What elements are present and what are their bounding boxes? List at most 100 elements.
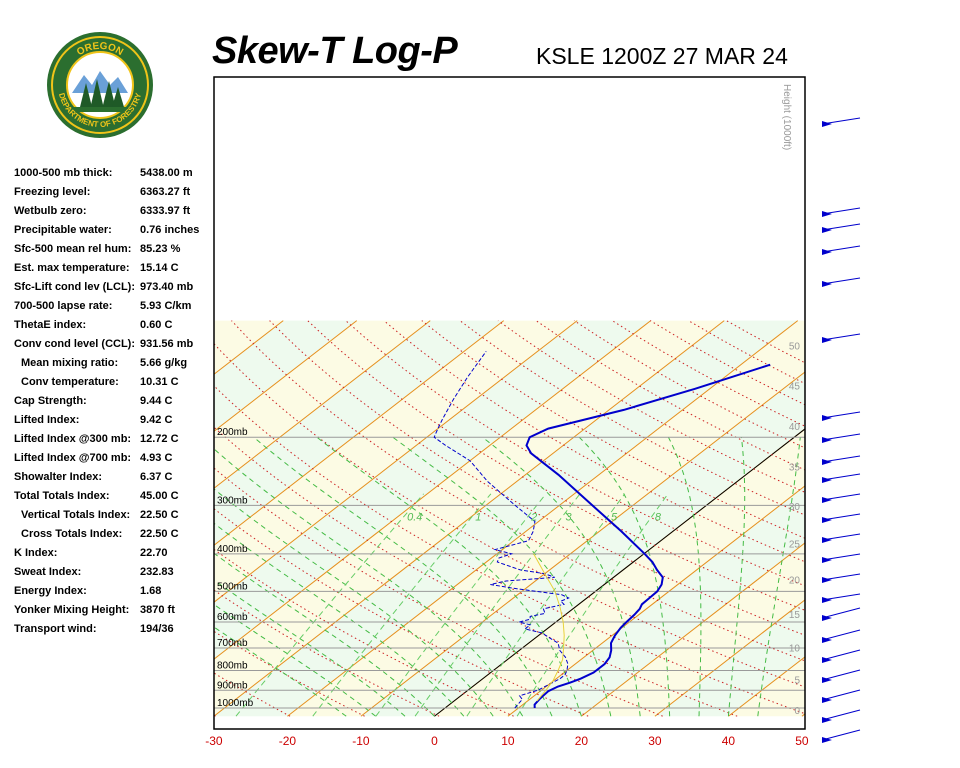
plot-frame xyxy=(213,76,806,730)
index-value: 15.14 C xyxy=(140,262,179,274)
wind-barb-head xyxy=(822,557,832,563)
index-row: Wetbulb zero: 6333.97 ft xyxy=(14,205,214,224)
index-row: Energy Index: 1.68 xyxy=(14,585,214,604)
index-row: Conv cond level (CCL): 931.56 mb xyxy=(14,338,214,357)
isotherm-line xyxy=(875,321,960,717)
index-value: 22.50 C xyxy=(140,528,179,540)
isotherm-line xyxy=(214,320,358,432)
moist-adiabat xyxy=(214,448,524,717)
index-value: 9.44 C xyxy=(140,395,173,407)
height-axis-label: Height (1000ft) xyxy=(781,84,792,150)
moist-adiabat xyxy=(214,579,406,717)
temperature-tick-label: -10 xyxy=(352,734,370,748)
index-label: Sfc-500 mean rel hum: xyxy=(14,243,132,255)
temperature-tick-label: 20 xyxy=(575,734,589,748)
wind-barb-head xyxy=(822,697,832,703)
index-value: 6363.27 ft xyxy=(140,186,191,198)
temperature-tick-label: 30 xyxy=(648,734,662,748)
freezing-isotherm xyxy=(434,428,805,717)
mixing-ratio-line xyxy=(414,493,581,717)
isotherm-band xyxy=(949,321,960,717)
pressure-label: 900mb xyxy=(217,680,248,691)
wind-barb-head xyxy=(822,537,832,543)
isotherm-band xyxy=(214,320,798,717)
moist-adiabat xyxy=(727,437,746,717)
mixing-ratio-line xyxy=(516,493,669,717)
index-label: Cap Strength: xyxy=(14,395,87,407)
index-label: Lifted Index @300 mb: xyxy=(14,433,132,445)
isotherm-line xyxy=(214,320,725,717)
wind-barb-head xyxy=(822,577,832,583)
index-label: Cross Totals Index: xyxy=(21,528,123,540)
logo-top-text: OREGON xyxy=(75,41,125,58)
moist-adiabat xyxy=(214,522,465,717)
wind-barb-head xyxy=(822,121,832,127)
parcel-trace xyxy=(533,553,565,702)
wind-barb xyxy=(821,669,861,681)
wind-barb-head xyxy=(822,637,832,643)
mixing-ratio-label: 8 xyxy=(655,511,662,523)
index-label: Transport wind: xyxy=(14,623,97,635)
station-time-label: KSLE 1200Z 27 MAR 24 xyxy=(536,43,788,69)
temperature-tick-label: 50 xyxy=(795,734,809,748)
pressure-label: 500mb xyxy=(217,581,248,592)
wind-barb-head xyxy=(822,677,832,683)
wind-barb-head xyxy=(822,337,832,343)
index-value: 45.00 C xyxy=(140,490,179,502)
pressure-label: 1000mb xyxy=(217,698,254,709)
isotherm-band xyxy=(875,321,960,717)
isotherm-line xyxy=(0,321,210,717)
height-tick-label: 15 xyxy=(789,610,801,621)
index-label: Vertical Totals Index: xyxy=(21,509,131,521)
isotherm-line xyxy=(654,599,805,717)
wind-barb-head xyxy=(822,249,832,255)
height-tick-label: 30 xyxy=(789,502,801,513)
wind-barb xyxy=(821,709,861,721)
index-row: Sfc-500 mean rel hum: 85.23 % xyxy=(14,243,214,262)
chart-title: Skew-T Log-P xyxy=(212,30,458,72)
temperature-tick-label: -20 xyxy=(279,734,297,748)
index-value: 6333.97 ft xyxy=(140,205,191,217)
index-label: Total Totals Index: xyxy=(14,490,110,502)
pressure-label: 300mb xyxy=(217,495,248,506)
mixing-ratio-label: 3 xyxy=(566,511,573,523)
index-row: Mean mixing ratio: 5.66 g/kg xyxy=(14,357,214,376)
index-row: Cap Strength: 9.44 C xyxy=(14,395,214,414)
index-row: Precipitable water: 0.76 inches xyxy=(14,224,214,243)
wind-barb-head xyxy=(822,615,832,621)
dry-adiabat xyxy=(231,320,805,662)
index-label: Conv temperature: xyxy=(21,376,119,388)
wind-barb-head xyxy=(822,497,832,503)
dewpoint-trace xyxy=(433,351,570,709)
index-label: 1000-500 mb thick: xyxy=(14,167,113,179)
index-value: 12.72 C xyxy=(140,433,179,445)
pressure-label: 600mb xyxy=(217,612,248,623)
index-value: 22.70 xyxy=(140,547,168,559)
dry-adiabat xyxy=(214,385,805,715)
isotherm-line xyxy=(214,320,652,660)
index-label: 700-500 lapse rate: xyxy=(14,300,113,312)
index-value: 5.66 g/kg xyxy=(140,357,188,369)
index-label: Sfc-Lift cond lev (LCL): xyxy=(14,281,135,293)
mixing-ratio-line xyxy=(375,493,547,717)
index-value: 4.93 C xyxy=(140,452,173,464)
wind-barb-head xyxy=(822,597,832,603)
index-label: ThetaE index: xyxy=(14,319,87,331)
wind-barb-head xyxy=(822,477,832,483)
index-value: 5438.00 m xyxy=(140,167,193,179)
wind-barb-head xyxy=(822,737,832,743)
index-row: Est. max temperature: 15.14 C xyxy=(14,262,214,281)
index-row: 1000-500 mb thick: 5438.00 m xyxy=(14,167,214,186)
index-value: 3870 ft xyxy=(140,604,175,616)
height-tick-label: 20 xyxy=(789,576,801,587)
isotherm-line xyxy=(214,320,578,603)
wind-barb-head xyxy=(822,459,832,465)
mixing-ratio-line xyxy=(466,493,626,717)
index-label: Precipitable water: xyxy=(14,224,112,236)
index-value: 232.83 xyxy=(140,566,174,578)
height-tick-label: 50 xyxy=(789,342,801,353)
index-label: Wetbulb zero: xyxy=(14,205,87,217)
dry-adiabat xyxy=(459,320,805,516)
index-row: 700-500 lapse rate: 5.93 C/km xyxy=(14,300,214,319)
